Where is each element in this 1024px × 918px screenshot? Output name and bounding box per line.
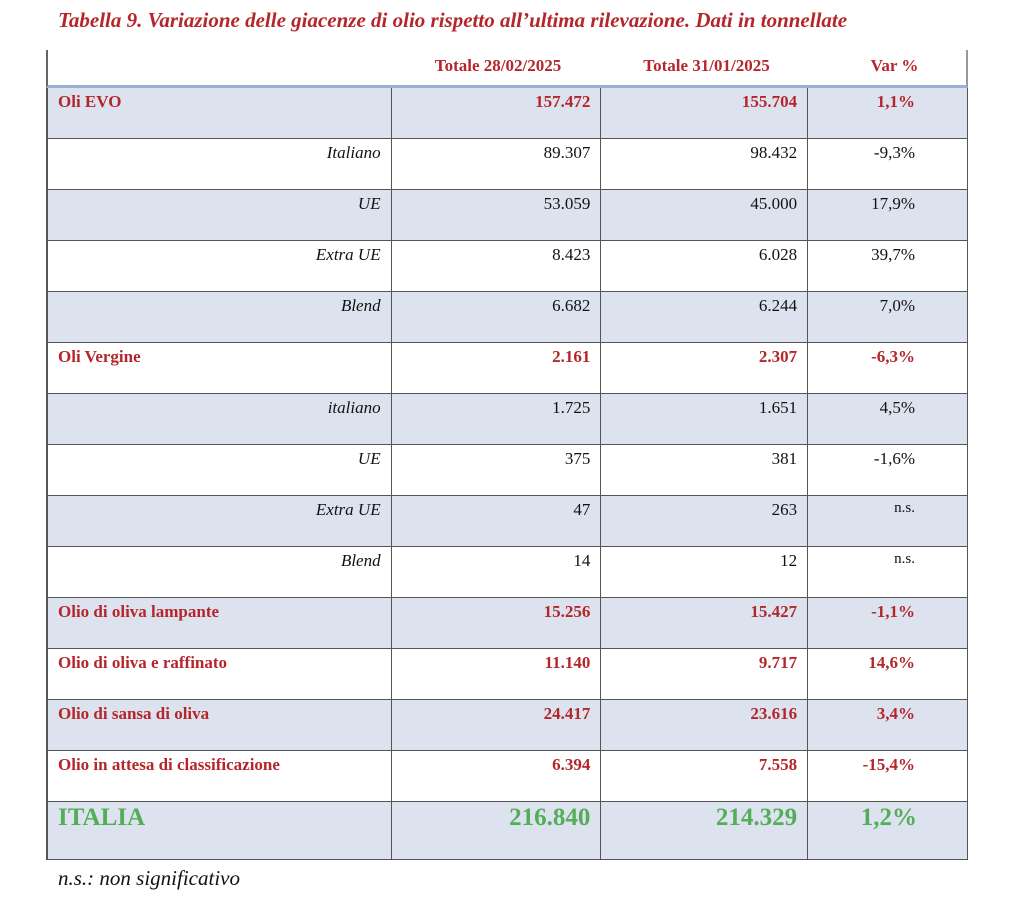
- value-jan: 9.717: [601, 649, 809, 699]
- value-feb: 89.307: [392, 139, 602, 189]
- value-jan: 381: [601, 445, 809, 495]
- table-row: UE 375 381 -1,6%: [46, 445, 968, 496]
- row-label: italiano: [48, 394, 392, 444]
- table-row: Oli EVO 157.472 155.704 1,1%: [46, 88, 968, 139]
- value-var: 3,4%: [876, 704, 915, 723]
- value-feb: 375: [392, 445, 602, 495]
- value-jan: 2.307: [601, 343, 809, 393]
- value-var: -15,4%: [862, 755, 915, 774]
- table-row: Olio di oliva lampante 15.256 15.427 -1,1%: [46, 598, 968, 649]
- header-var: Var %: [870, 56, 919, 75]
- value-feb: 11.140: [392, 649, 602, 699]
- row-label: Extra UE: [48, 241, 392, 291]
- value-feb: 157.472: [392, 88, 602, 138]
- value-var: 1,1%: [876, 92, 915, 111]
- row-label: Olio di oliva e raffinato: [48, 649, 392, 699]
- table-row: ITALIA 216.840 214.329 1,2%: [46, 802, 968, 860]
- table-row: Oli Vergine 2.161 2.307 -6,3%: [46, 343, 968, 394]
- value-var: 4,5%: [879, 398, 915, 417]
- value-var: 17,9%: [871, 194, 915, 213]
- value-var: -1,1%: [871, 602, 915, 621]
- value-jan: 15.427: [601, 598, 809, 648]
- value-var: -6,3%: [871, 347, 915, 366]
- table-row: Extra UE 8.423 6.028 39,7%: [46, 241, 968, 292]
- value-jan: 155.704: [601, 88, 809, 138]
- value-var: -9,3%: [873, 143, 915, 162]
- data-table: Totale 28/02/2025 Totale 31/01/2025 Var …: [46, 50, 968, 860]
- table-row: Blend 6.682 6.244 7,0%: [46, 292, 968, 343]
- value-var: -1,6%: [873, 449, 915, 468]
- table-row: Blend 14 12 n.s.: [46, 547, 968, 598]
- value-jan: 98.432: [601, 139, 809, 189]
- table-row: Olio di sansa di oliva 24.417 23.616 3,4%: [46, 700, 968, 751]
- row-label: Blend: [48, 547, 392, 597]
- value-feb: 216.840: [392, 802, 602, 859]
- value-var: n.s.: [894, 551, 915, 567]
- row-label: Italiano: [48, 139, 392, 189]
- value-feb: 15.256: [392, 598, 602, 648]
- value-jan: 6.244: [601, 292, 809, 342]
- value-feb: 1.725: [392, 394, 602, 444]
- footnote: n.s.: non significativo: [58, 866, 240, 890]
- row-label: Olio di sansa di oliva: [48, 700, 392, 750]
- row-label: Oli EVO: [48, 88, 392, 138]
- row-label: Olio in attesa di classificazione: [48, 751, 392, 801]
- table-title: Tabella 9. Variazione delle giacenze di …: [58, 8, 848, 32]
- value-jan: 263: [601, 496, 809, 546]
- row-label: Blend: [48, 292, 392, 342]
- value-var: 39,7%: [871, 245, 915, 264]
- value-var: 14,6%: [868, 653, 915, 672]
- value-feb: 6.394: [392, 751, 602, 801]
- value-jan: 7.558: [601, 751, 809, 801]
- value-jan: 12: [601, 547, 809, 597]
- row-label: Olio di oliva lampante: [48, 598, 392, 648]
- value-feb: 47: [392, 496, 602, 546]
- table-row: Italiano 89.307 98.432 -9,3%: [46, 139, 968, 190]
- value-var: n.s.: [894, 500, 915, 516]
- table-header: Totale 28/02/2025 Totale 31/01/2025 Var …: [46, 50, 968, 88]
- value-jan: 1.651: [601, 394, 809, 444]
- value-jan: 214.329: [601, 802, 809, 859]
- value-feb: 24.417: [392, 700, 602, 750]
- value-feb: 6.682: [392, 292, 602, 342]
- table-row: Olio di oliva e raffinato 11.140 9.717 14,6…: [46, 649, 968, 700]
- row-label: Oli Vergine: [48, 343, 392, 393]
- row-label: UE: [48, 190, 392, 240]
- value-jan: 6.028: [601, 241, 809, 291]
- row-label: ITALIA: [48, 802, 392, 859]
- table-row: Extra UE 47 263 n.s.: [46, 496, 968, 547]
- table-row: UE 53.059 45.000 17,9%: [46, 190, 968, 241]
- value-var: 7,0%: [879, 296, 915, 315]
- value-feb: 14: [392, 547, 602, 597]
- value-feb: 2.161: [392, 343, 602, 393]
- table-row: Olio in attesa di classificazione 6.394 7.…: [46, 751, 968, 802]
- row-label: UE: [48, 445, 392, 495]
- table-row: italiano 1.725 1.651 4,5%: [46, 394, 968, 445]
- header-total-feb: Totale 28/02/2025: [434, 56, 562, 75]
- value-jan: 23.616: [601, 700, 809, 750]
- header-total-jan: Totale 31/01/2025: [643, 56, 770, 75]
- value-jan: 45.000: [601, 190, 809, 240]
- row-label: Extra UE: [48, 496, 392, 546]
- value-feb: 53.059: [392, 190, 602, 240]
- value-var: 1,2%: [860, 804, 917, 831]
- value-feb: 8.423: [392, 241, 602, 291]
